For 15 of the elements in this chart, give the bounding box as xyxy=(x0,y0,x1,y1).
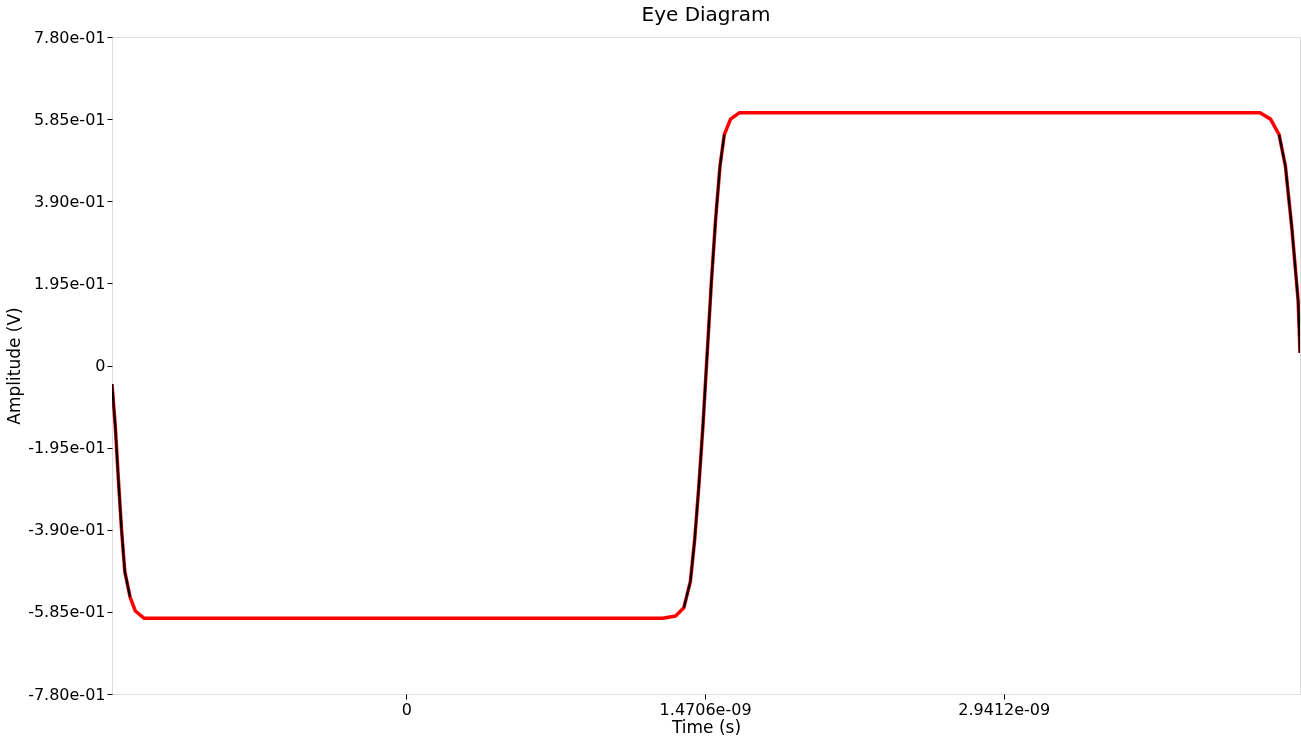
y-tick-label: 3.90e-01 xyxy=(33,191,106,211)
y-tick-label: 5.85e-01 xyxy=(33,109,106,129)
y-tick-label: 1.95e-01 xyxy=(33,273,106,293)
x-tick-label: 2.9412e-09 xyxy=(958,699,1051,719)
y-tick-label: 7.80e-01 xyxy=(33,27,106,47)
x-axis-title: Time (s) xyxy=(670,716,742,737)
y-tick-label: 0 xyxy=(95,356,106,375)
y-tick-label: -5.85e-01 xyxy=(28,602,106,622)
y-axis-title: Amplitude (V) xyxy=(4,307,25,425)
y-tick-label: -3.90e-01 xyxy=(28,520,106,540)
x-tick-label: 0 xyxy=(401,699,413,719)
y-tick-label: -7.80e-01 xyxy=(28,684,106,704)
y-tick-label: -1.95e-01 xyxy=(28,438,106,458)
x-tick-label: 1.4706e-09 xyxy=(659,699,752,719)
chart-title: Eye Diagram xyxy=(641,2,771,26)
